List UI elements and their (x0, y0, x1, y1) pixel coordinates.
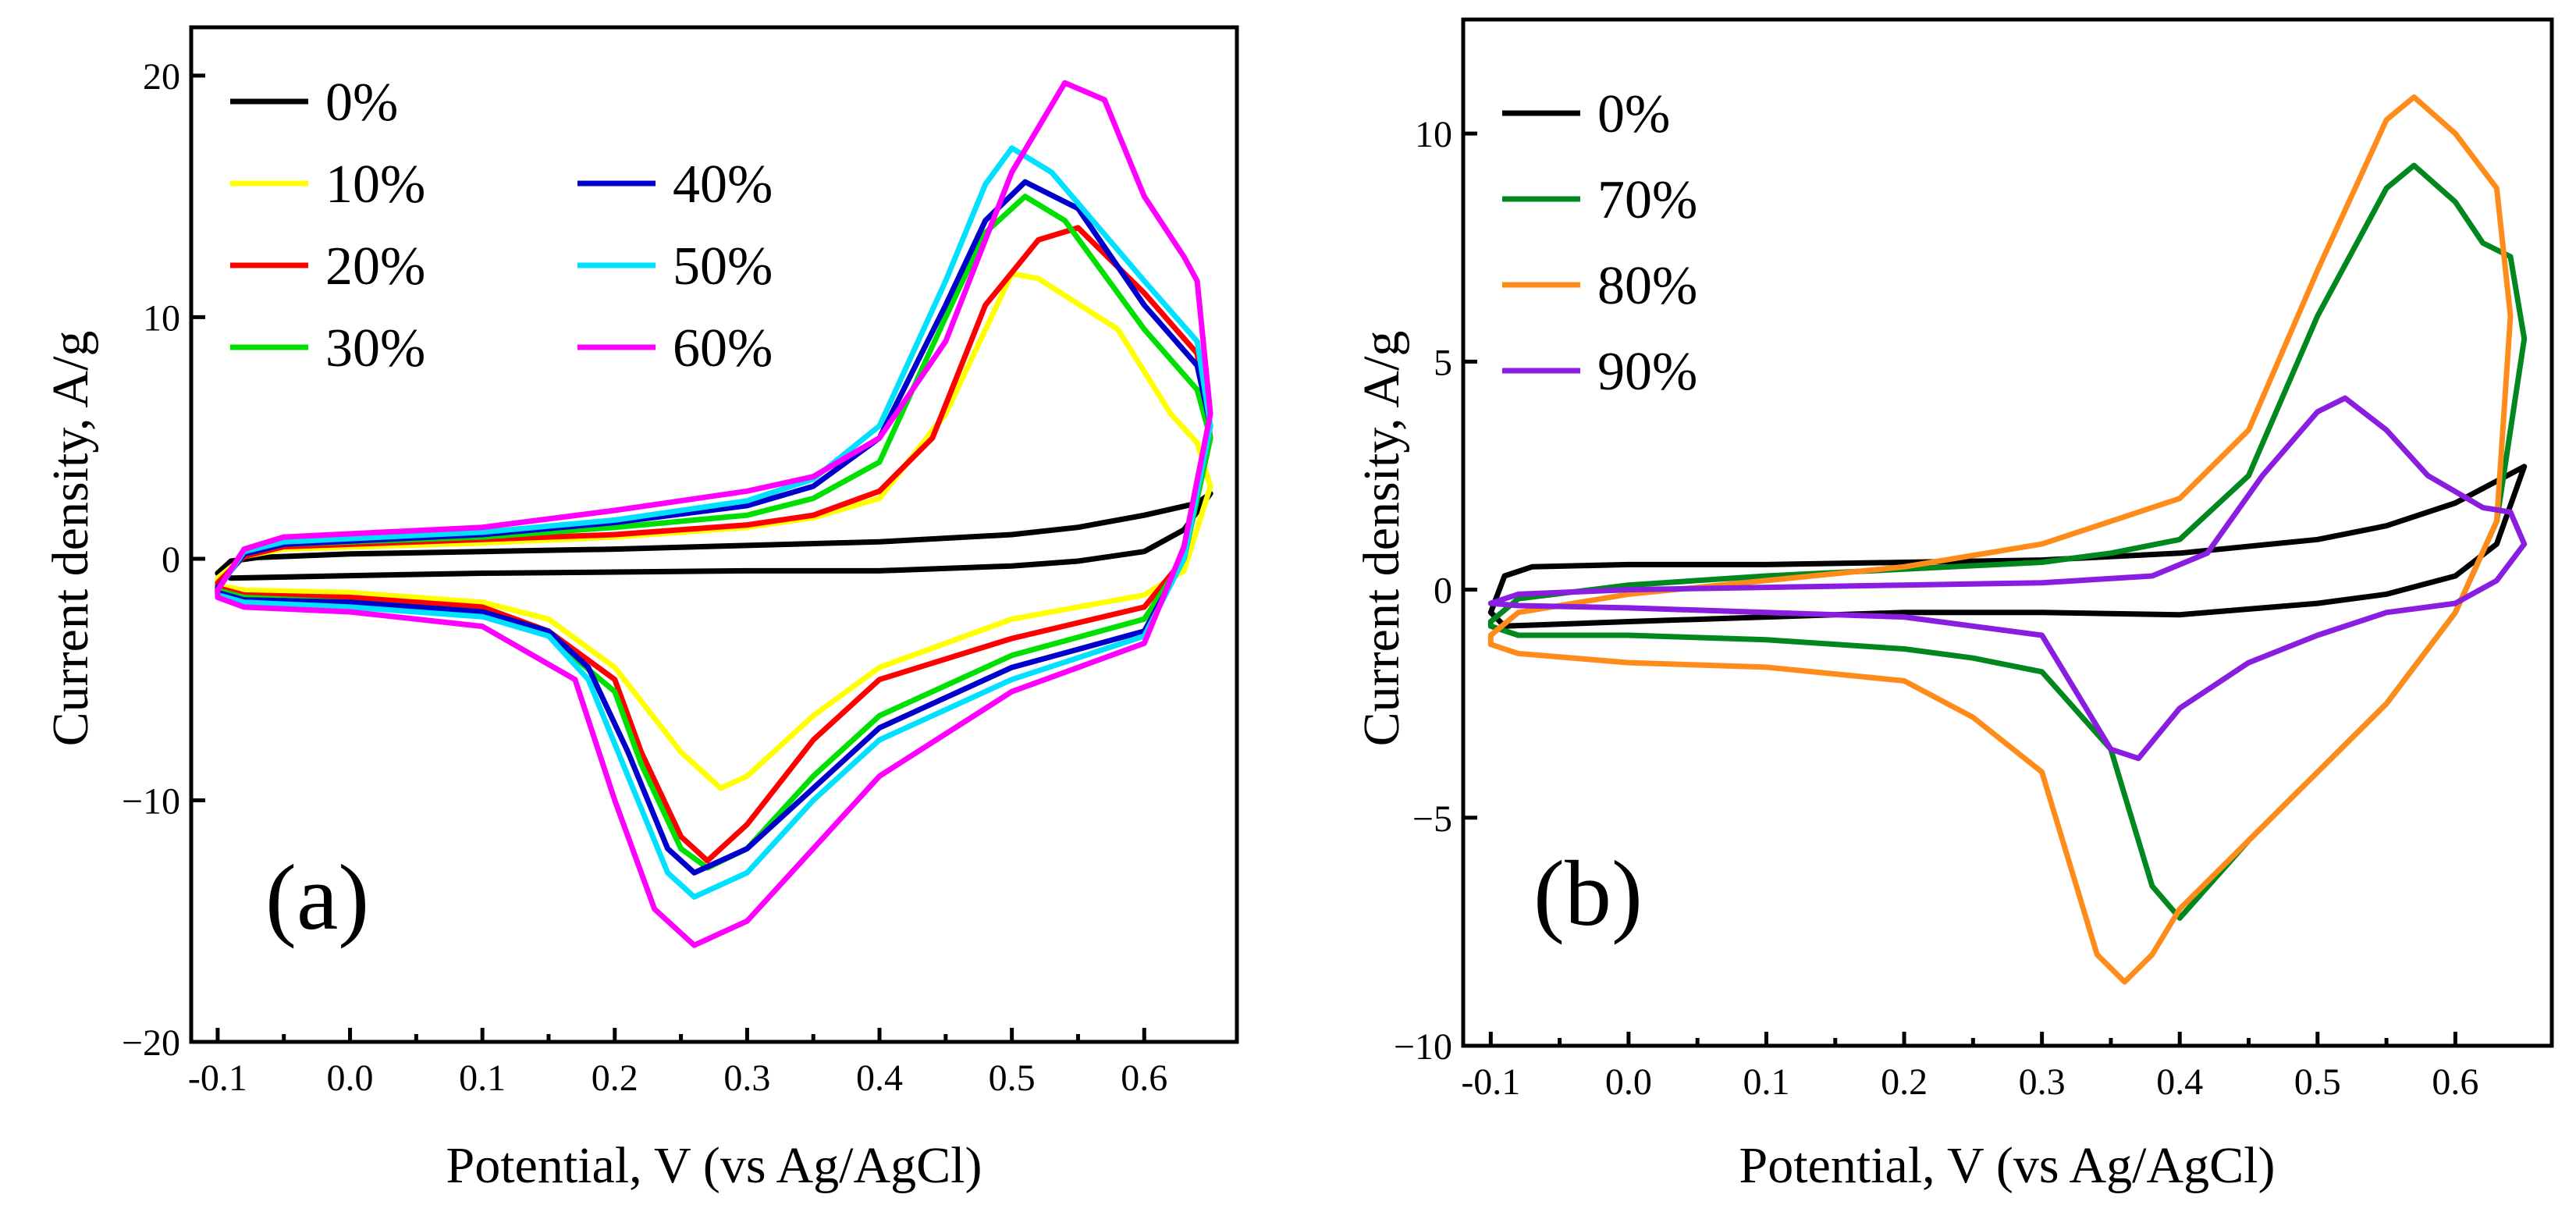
axis-ticks-b: -0.1 0.0 0.1 0.2 0.3 0.4 0.5 0.6 −10 −5 0 5 10 (1394, 114, 2478, 1103)
x-tick-label: 0.6 (1121, 1057, 1167, 1099)
x-tick-label: 0.5 (2294, 1061, 2341, 1103)
x-tick-label: 0.3 (723, 1057, 770, 1099)
x-tick-label: 0.4 (856, 1057, 903, 1099)
x-tick-label: -0.1 (188, 1057, 247, 1099)
x-tick-label: 0.5 (989, 1057, 1036, 1099)
y-axis-title-a: Current density, A/g (42, 331, 99, 747)
y-tick-label: −5 (1412, 798, 1452, 840)
y-tick-label: 10 (143, 297, 180, 339)
legend-label-90pct: 90% (1597, 342, 1697, 402)
series-line-90pct (1487, 395, 2528, 762)
series-line-60pct (215, 80, 1213, 948)
x-axis-title-a: Potential, V (vs Ag/AgCl) (446, 1137, 982, 1194)
legend-a: 0% 10% 20% 30% 40% 50% 60% (230, 73, 773, 379)
x-tick-label: 0.1 (459, 1057, 506, 1099)
x-tick-label: 0.0 (1605, 1061, 1652, 1103)
legend-label-0pct: 0% (325, 73, 398, 133)
legend-label-60pct: 60% (673, 318, 773, 379)
plot-frame-b (1461, 17, 2554, 1048)
x-tick-label: 0.6 (2432, 1061, 2478, 1103)
x-tick-label: 0.4 (2156, 1061, 2203, 1103)
x-tick-label: 0.2 (1881, 1061, 1928, 1103)
x-tick-label: 0.1 (1743, 1061, 1789, 1103)
x-tick-label: 0.3 (2019, 1061, 2066, 1103)
y-tick-label: 0 (1434, 570, 1452, 612)
axis-ticks-a: -0.1 0.0 0.1 0.2 0.3 0.4 0.5 0.6 −20 −10 0 10 20 (122, 56, 1167, 1099)
panel-a: -0.1 0.0 0.1 0.2 0.3 0.4 0.5 0.6 −20 −10 0 10 20 Pot… (42, 25, 1239, 1194)
series-line-80pct (1487, 94, 2514, 985)
legend-label-40pct: 40% (673, 155, 773, 215)
legend-label-50pct: 50% (673, 236, 773, 297)
series-line-70pct (1487, 162, 2528, 921)
legend-b: 0% 70% 80% 90% (1502, 84, 1697, 402)
legend-label-70pct: 70% (1597, 170, 1697, 230)
x-tick-label: -0.1 (1461, 1061, 1520, 1103)
series-line-0pct (1487, 464, 2528, 629)
x-tick-label: 0.2 (592, 1057, 638, 1099)
legend-label-30pct: 30% (325, 318, 425, 379)
curves-b (1487, 94, 2528, 985)
plot-frame-a (189, 25, 1239, 1044)
y-tick-label: 20 (143, 56, 180, 98)
series-line-50pct (215, 145, 1213, 900)
y-tick-label: 0 (162, 539, 180, 581)
curves-a (215, 80, 1213, 948)
legend-label-80pct: 80% (1597, 256, 1697, 316)
panel-b: -0.1 0.0 0.1 0.2 0.3 0.4 0.5 0.6 −10 −5 0 5 10 Poten… (1353, 17, 2554, 1194)
y-tick-label: −10 (1394, 1026, 1452, 1068)
y-tick-label: −20 (122, 1022, 180, 1064)
y-axis-title-b: Current density, A/g (1353, 331, 1410, 747)
legend-label-10pct: 10% (325, 155, 425, 215)
panel-label-a: (a) (265, 845, 369, 949)
legend-label-20pct: 20% (325, 236, 425, 297)
y-tick-label: 5 (1434, 342, 1452, 383)
panel-label-b: (b) (1533, 841, 1643, 945)
x-tick-label: 0.0 (327, 1057, 374, 1099)
legend-label-0pct: 0% (1597, 84, 1670, 144)
y-tick-label: −10 (122, 780, 180, 822)
y-tick-label: 10 (1415, 114, 1452, 155)
x-axis-title-b: Potential, V (vs Ag/AgCl) (1739, 1137, 2276, 1194)
